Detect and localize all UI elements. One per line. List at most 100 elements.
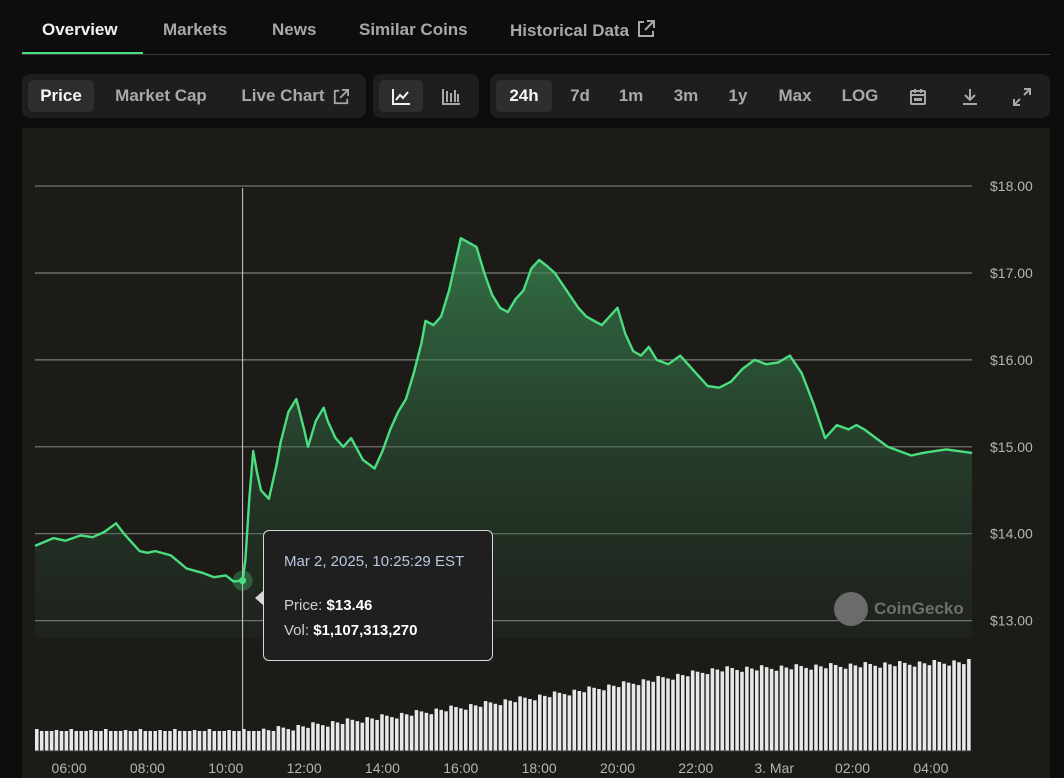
range-1y-button[interactable]: 1y — [728, 86, 748, 105]
volume-bar — [868, 664, 872, 751]
volume-bar — [740, 671, 744, 751]
volume-bar — [404, 714, 409, 751]
volume-bar — [967, 659, 971, 751]
volume-bar — [419, 711, 424, 751]
live-chart-button[interactable]: Live Chart — [232, 80, 358, 112]
time-range-group: 24h 7d 1m 3m 1y Max LOG — [490, 74, 1050, 118]
volume-bar — [626, 682, 631, 751]
volume-bar — [375, 719, 379, 751]
volume-bar — [720, 671, 725, 751]
price-view-button[interactable]: Price — [28, 80, 94, 112]
volume-bar — [256, 731, 261, 751]
volume-bar — [661, 677, 665, 751]
volume-bar — [587, 686, 591, 751]
volume-bar — [478, 706, 483, 751]
tab-similar-coins[interactable]: Similar Coins — [359, 20, 468, 39]
market-cap-view-button[interactable]: Market Cap — [115, 86, 207, 105]
volume-bar — [755, 670, 759, 751]
tab-historical-data[interactable]: Historical Data — [510, 20, 656, 41]
volume-bar — [700, 672, 705, 751]
volume-bar — [49, 731, 54, 751]
volume-bar — [89, 730, 93, 751]
volume-bar — [449, 705, 453, 751]
tooltip-price-label: Price: — [284, 597, 323, 614]
volume-bar — [340, 724, 345, 751]
volume-bar — [306, 727, 310, 751]
volume-bar — [962, 664, 966, 751]
volume-bar — [671, 679, 675, 751]
live-chart-label: Live Chart — [241, 86, 325, 105]
y-tick-label: $16.00 — [990, 352, 1033, 368]
active-tab-underline — [22, 52, 143, 54]
volume-bar — [927, 665, 932, 751]
tooltip-price-value: $13.46 — [326, 597, 373, 614]
volume-bar — [434, 708, 439, 751]
volume-bar — [113, 731, 118, 751]
price-chart-panel[interactable]: $18.00 $17.00 $16.00 $15.00 $14.00 $13.00 06:0… — [22, 128, 1050, 778]
fullscreen-button[interactable] — [1002, 80, 1042, 112]
volume-bar — [173, 729, 177, 751]
volume-bar — [646, 680, 651, 751]
volume-bar — [567, 695, 572, 751]
tooltip-price-row: Price: $13.46 — [284, 597, 372, 614]
volume-bar — [829, 663, 833, 751]
volume-bar — [572, 689, 577, 751]
volume-bar — [94, 731, 98, 751]
line-chart-icon — [392, 88, 410, 105]
volume-bar — [907, 664, 912, 751]
volume-bar — [39, 731, 44, 751]
volume-bar — [182, 731, 187, 751]
volume-bar — [957, 662, 961, 751]
volume-bar — [424, 712, 429, 751]
log-scale-button[interactable]: LOG — [841, 86, 879, 105]
volume-bar — [286, 729, 291, 751]
download-button[interactable] — [950, 80, 990, 112]
volume-bar — [207, 729, 212, 751]
volume-bar — [380, 714, 384, 751]
tab-markets[interactable]: Markets — [163, 20, 228, 39]
range-7d-button[interactable]: 7d — [570, 86, 590, 105]
volume-bar — [552, 691, 557, 751]
volume-bar — [759, 665, 764, 751]
candlestick-chart-button[interactable] — [429, 80, 473, 112]
volume-bar — [227, 730, 231, 751]
volume-bar — [843, 668, 848, 751]
range-1m-button[interactable]: 1m — [618, 86, 644, 105]
volume-bar — [789, 669, 794, 751]
volume-bar — [118, 731, 123, 751]
volume-bar — [296, 725, 300, 751]
volume-bar — [163, 731, 167, 751]
range-24h-button[interactable]: 24h — [496, 80, 552, 112]
volume-bar — [809, 669, 813, 751]
line-chart-button[interactable] — [379, 80, 423, 112]
chart-tooltip: Mar 2, 2025, 10:25:29 EST Price: $13.46 … — [263, 530, 493, 661]
range-3m-button[interactable]: 3m — [673, 86, 699, 105]
volume-bar — [276, 726, 281, 751]
volume-bar — [123, 730, 128, 751]
volume-bar — [399, 712, 404, 751]
price-chart[interactable]: $18.00 $17.00 $16.00 $15.00 $14.00 $13.00 06:0… — [22, 128, 1050, 778]
volume-bar — [395, 718, 399, 751]
volume-bar — [202, 731, 207, 751]
date-range-button[interactable] — [898, 80, 938, 112]
tab-news[interactable]: News — [272, 20, 317, 39]
volume-bar — [932, 660, 937, 751]
volume-bar — [784, 667, 789, 751]
volume-bar — [631, 683, 636, 751]
volume-bar — [878, 667, 882, 751]
volume-bar — [705, 674, 710, 751]
volume-bar — [607, 684, 611, 751]
x-tick-label: 14:00 — [365, 760, 400, 776]
x-tick-label: 02:00 — [835, 760, 870, 776]
volume-bar — [44, 731, 49, 751]
volume-bar — [922, 663, 927, 751]
y-tick-label: $15.00 — [990, 439, 1033, 455]
volume-bar — [779, 665, 784, 751]
volume-bar — [133, 731, 138, 751]
tab-overview[interactable]: Overview — [42, 20, 118, 39]
volume-bar — [503, 699, 508, 751]
y-tick-label: $14.00 — [990, 526, 1033, 542]
range-max-button[interactable]: Max — [778, 86, 812, 105]
x-tick-label: 06:00 — [52, 760, 87, 776]
volume-bar — [848, 663, 853, 751]
